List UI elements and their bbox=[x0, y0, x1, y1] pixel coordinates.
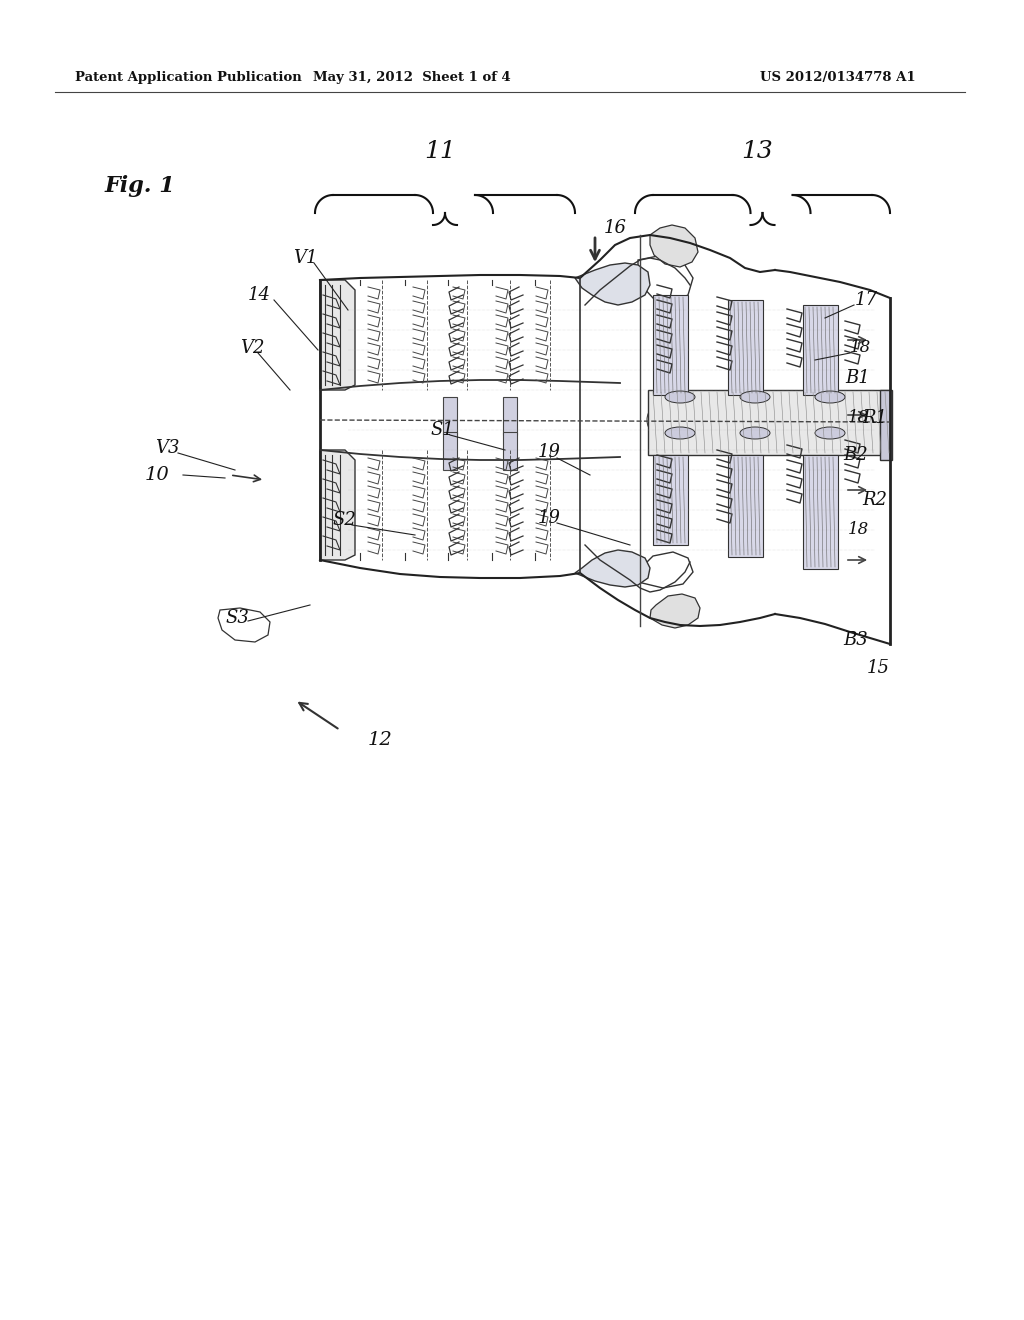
Bar bbox=[503, 432, 517, 470]
Text: R1: R1 bbox=[862, 409, 887, 426]
Text: 15: 15 bbox=[867, 659, 890, 677]
Polygon shape bbox=[319, 450, 355, 560]
Text: 11: 11 bbox=[424, 140, 456, 164]
Ellipse shape bbox=[815, 426, 845, 440]
Ellipse shape bbox=[740, 391, 770, 403]
Bar bbox=[503, 397, 517, 436]
Text: Patent Application Publication: Patent Application Publication bbox=[75, 71, 302, 84]
Bar bbox=[803, 305, 838, 395]
Polygon shape bbox=[650, 224, 698, 267]
Bar bbox=[803, 455, 838, 569]
Text: 18: 18 bbox=[848, 409, 869, 426]
Text: B2: B2 bbox=[843, 446, 867, 465]
Text: 14: 14 bbox=[248, 286, 271, 304]
Bar bbox=[443, 397, 457, 436]
Bar bbox=[728, 300, 763, 395]
Text: V1: V1 bbox=[293, 249, 317, 267]
Polygon shape bbox=[575, 263, 650, 305]
Text: Fig. 1: Fig. 1 bbox=[105, 176, 176, 197]
Text: 12: 12 bbox=[368, 731, 393, 748]
Text: R2: R2 bbox=[862, 491, 887, 510]
Ellipse shape bbox=[740, 426, 770, 440]
Polygon shape bbox=[319, 280, 355, 389]
Text: S2: S2 bbox=[332, 511, 356, 529]
Text: 13: 13 bbox=[741, 140, 773, 164]
Bar bbox=[648, 389, 890, 455]
Bar bbox=[443, 432, 457, 470]
Text: S1: S1 bbox=[430, 421, 454, 440]
Ellipse shape bbox=[815, 391, 845, 403]
Polygon shape bbox=[650, 594, 700, 628]
Text: US 2012/0134778 A1: US 2012/0134778 A1 bbox=[760, 71, 915, 84]
Ellipse shape bbox=[665, 426, 695, 440]
Text: V2: V2 bbox=[240, 339, 264, 356]
Text: B3: B3 bbox=[843, 631, 867, 649]
Text: 17: 17 bbox=[855, 290, 878, 309]
Text: 16: 16 bbox=[604, 219, 627, 238]
Text: S3: S3 bbox=[225, 609, 249, 627]
Text: 10: 10 bbox=[145, 466, 170, 484]
Polygon shape bbox=[575, 550, 650, 587]
Text: May 31, 2012  Sheet 1 of 4: May 31, 2012 Sheet 1 of 4 bbox=[313, 71, 511, 84]
Text: 18: 18 bbox=[848, 521, 869, 539]
Text: 19: 19 bbox=[538, 510, 561, 527]
Bar bbox=[653, 294, 688, 395]
Bar bbox=[728, 455, 763, 557]
Text: V3: V3 bbox=[155, 440, 179, 457]
Text: 19: 19 bbox=[538, 444, 561, 461]
Text: 18: 18 bbox=[850, 339, 871, 356]
Bar bbox=[880, 389, 892, 459]
Ellipse shape bbox=[665, 391, 695, 403]
Text: B1: B1 bbox=[845, 370, 869, 387]
Bar bbox=[653, 455, 688, 545]
